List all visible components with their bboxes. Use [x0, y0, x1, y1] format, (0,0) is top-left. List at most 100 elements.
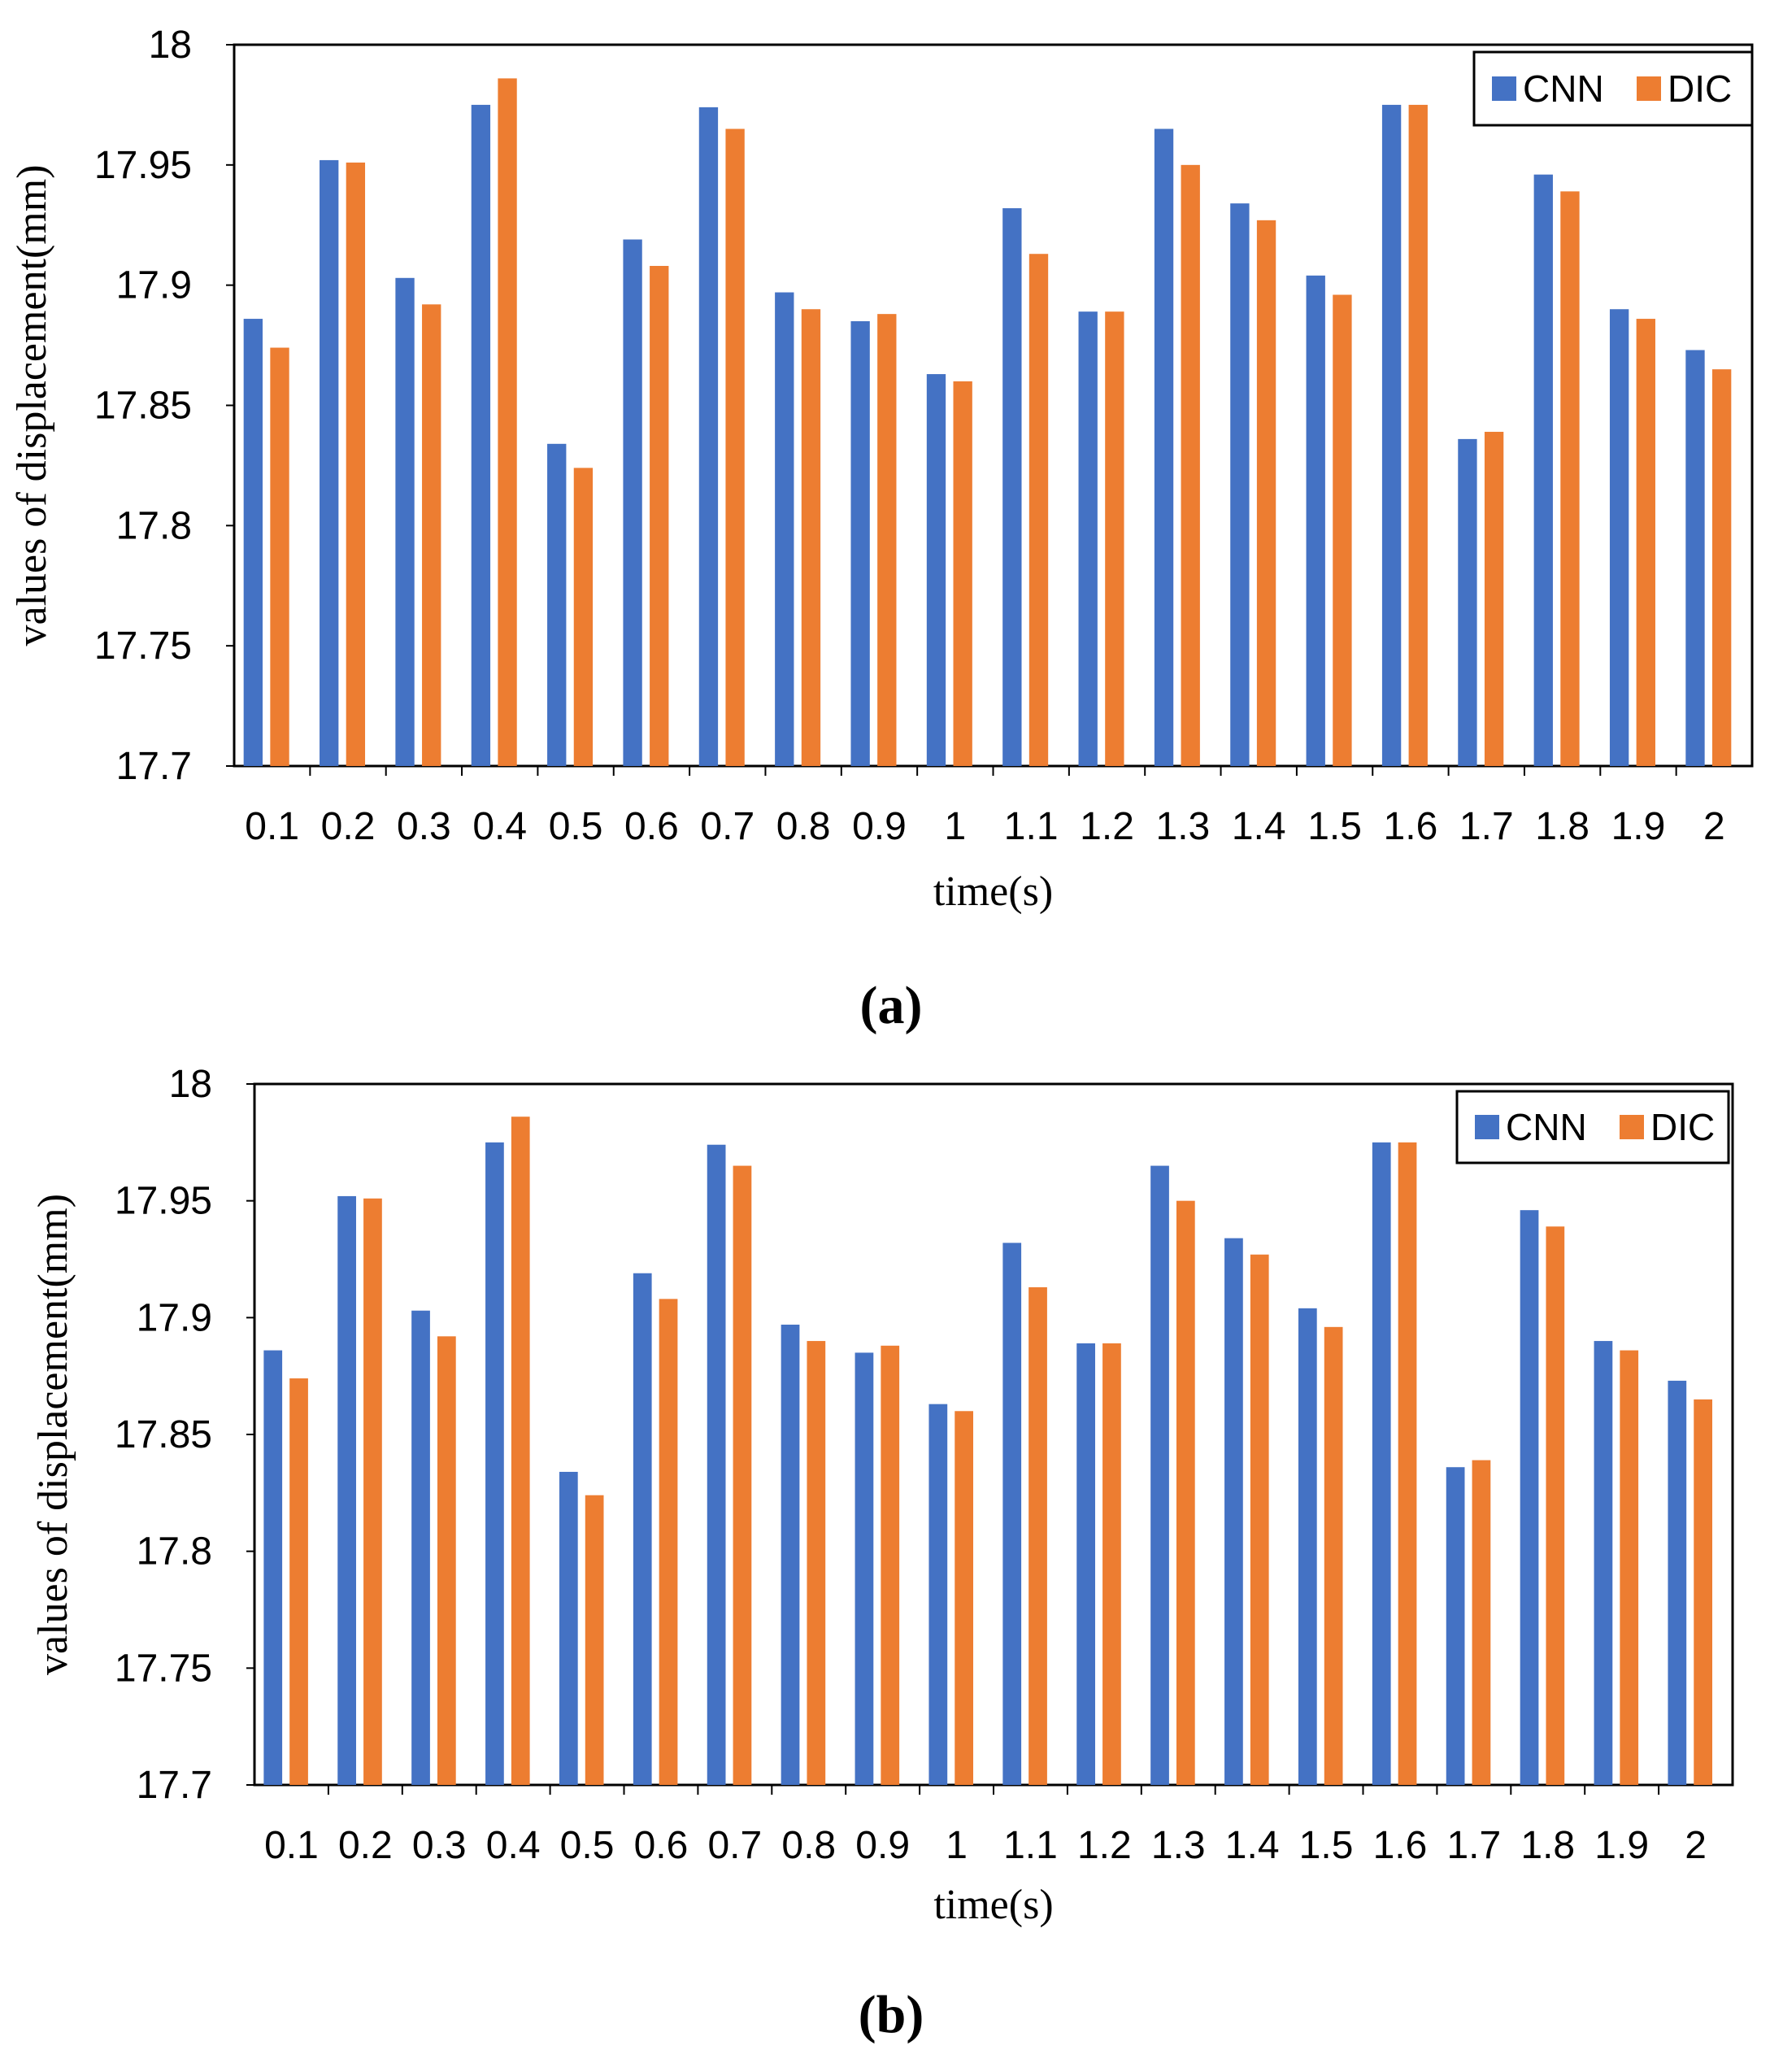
bar-dic-0.6 [659, 1299, 678, 1785]
legend-box [1472, 50, 1754, 127]
x-tick-label: 1.5 [1307, 805, 1362, 848]
x-tick-label: 1.2 [1077, 1824, 1132, 1867]
bar-cnn-0.6 [623, 239, 642, 766]
y-tick-label: 17.75 [115, 1647, 212, 1690]
y-tick-label: 17.9 [137, 1296, 212, 1339]
legend-swatch-cnn [1475, 1115, 1499, 1139]
bar-cnn-0.4 [471, 104, 491, 766]
x-tick-label: 2 [1685, 1824, 1707, 1867]
bar-dic-0.5 [585, 1495, 604, 1785]
bar-dic-0.5 [573, 468, 594, 766]
plot-area-frame [253, 1082, 1734, 1787]
bar-cnn-1 [928, 1404, 948, 1785]
bar-dic-1.9 [1636, 319, 1655, 766]
x-tick-label: 0.9 [855, 1824, 910, 1867]
bar-cnn-1.2 [1076, 1343, 1095, 1785]
bar-cnn-0.1 [263, 1350, 283, 1785]
bar-cnn-1.6 [1372, 1142, 1391, 1785]
chart-panel-b: 17.7 17.75 17.8 17.85 17.9 17.95 18 0.1 0.2 0.3 0.… [0, 1036, 1783, 2072]
x-tick-label: 0.7 [700, 805, 755, 848]
bar-cnn-1.9 [1609, 309, 1629, 766]
y-tick-label: 17.7 [116, 745, 192, 788]
x-tick-label: 1.8 [1535, 805, 1589, 848]
x-tick-label: 0.4 [472, 805, 527, 848]
bar-dic-1.1 [1028, 254, 1049, 767]
x-tick-label: 1.3 [1156, 805, 1211, 848]
legend-swatch-dic [1620, 1115, 1644, 1139]
bar-cnn-1.9 [1594, 1341, 1613, 1785]
x-tick-label: 0.2 [338, 1824, 393, 1867]
bar-dic-0.3 [437, 1336, 456, 1785]
bar-cnn-1.8 [1520, 1210, 1539, 1785]
bar-cnn-1.7 [1446, 1467, 1465, 1785]
x-tick-label: 1 [944, 805, 966, 848]
bar-cnn-0.2 [337, 1195, 356, 1785]
x-tick-label: 1.8 [1520, 1824, 1575, 1867]
bar-cnn-2 [1685, 350, 1705, 766]
bar-dic-1.5 [1324, 1326, 1343, 1785]
bar-cnn-1.3 [1150, 1165, 1169, 1785]
bar-dic-0.2 [363, 1198, 382, 1785]
bar-dic-1 [955, 1411, 974, 1785]
bar-cnn-0.5 [547, 443, 567, 766]
x-tick-label: 0.8 [776, 805, 831, 848]
legend-label-dic: DIC [1650, 1106, 1715, 1148]
bar-cnn-0.9 [855, 1352, 874, 1785]
y-tick-label: 17.85 [115, 1413, 212, 1456]
x-tick-label: 0.1 [264, 1824, 319, 1867]
y-tick-label: 17.9 [116, 264, 192, 307]
x-tick-label: 1.4 [1225, 1824, 1280, 1867]
x-tick-label: 0.6 [634, 1824, 689, 1867]
legend-swatch-cnn [1492, 76, 1516, 101]
x-tick-label: 1.6 [1373, 1824, 1428, 1867]
bar-dic-0.9 [877, 314, 897, 766]
bar-dic-1.5 [1333, 294, 1352, 766]
x-tick-label: 1.9 [1594, 1824, 1649, 1867]
x-tick-label: 1.1 [1003, 1824, 1058, 1867]
bar-cnn-0.9 [850, 321, 870, 766]
bar-cnn-1.1 [1002, 208, 1022, 766]
bar-dic-1.1 [1028, 1286, 1047, 1785]
y-tick-label: 18 [149, 24, 192, 67]
x-tick-label: 1.5 [1299, 1824, 1354, 1867]
x-axis-title: time(s) [933, 868, 1053, 915]
figure-caption: (a) [860, 976, 923, 1035]
bar-cnn-0.7 [707, 1144, 726, 1785]
bar-cnn-0.5 [559, 1471, 578, 1785]
legend-label-dic: DIC [1668, 67, 1732, 110]
x-tick-label: 0.4 [486, 1824, 541, 1867]
bar-dic-1.2 [1102, 1343, 1121, 1785]
bar-cnn-0.3 [395, 277, 415, 767]
bar-cnn-0.3 [411, 1310, 430, 1785]
x-tick-label: 1.6 [1384, 805, 1438, 848]
bar-cnn-0.1 [243, 319, 263, 766]
bar-cnn-1.6 [1381, 104, 1402, 766]
bar-dic-0.6 [650, 266, 669, 767]
bar-dic-1.4 [1250, 1254, 1269, 1785]
legend-label-cnn: CNN [1506, 1106, 1587, 1148]
x-tick-label: 1.1 [1004, 805, 1059, 848]
bar-dic-1 [953, 381, 972, 766]
bar-dic-1.3 [1176, 1200, 1195, 1785]
bar-chart-a: 17.7 17.75 17.8 17.85 17.9 17.95 18 0.1 0.2 0.3 0.… [9, 24, 1754, 1035]
bar-dic-0.2 [346, 162, 366, 767]
x-tick-label: 1.4 [1232, 805, 1286, 848]
y-tick-label: 17.85 [94, 385, 192, 428]
legend-label-cnn: CNN [1523, 67, 1604, 110]
x-tick-label: 0.5 [560, 1824, 615, 1867]
x-tick-label: 2 [1703, 805, 1725, 848]
x-tick-label: 0.6 [624, 805, 679, 848]
y-tick-label: 17.75 [94, 625, 192, 668]
bar-dic-1.8 [1560, 191, 1580, 766]
bar-cnn-1.5 [1298, 1308, 1317, 1785]
x-tick-label: 1.9 [1611, 805, 1666, 848]
bar-dic-0.8 [801, 309, 821, 766]
y-tick-label: 17.8 [116, 504, 192, 547]
bar-cnn-1.4 [1230, 203, 1250, 766]
y-tick-label: 17.95 [115, 1180, 212, 1223]
plot-area-frame [233, 43, 1754, 768]
bar-dic-0.1 [289, 1378, 308, 1785]
bar-dic-1.4 [1256, 220, 1276, 766]
x-tick-label: 0.7 [707, 1824, 762, 1867]
bar-cnn-2 [1668, 1380, 1687, 1785]
